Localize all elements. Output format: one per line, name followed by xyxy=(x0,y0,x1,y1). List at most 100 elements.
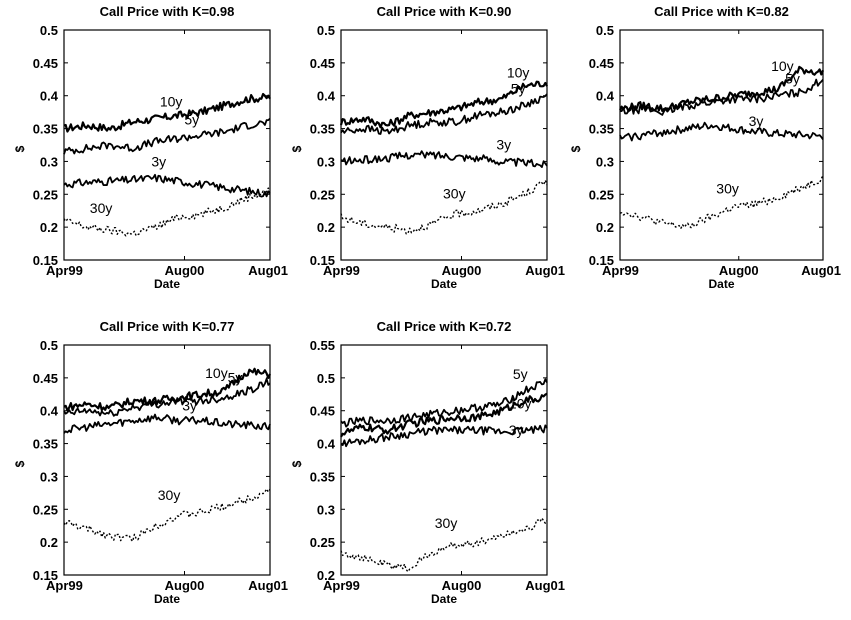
y-tick-label: 0.5 xyxy=(40,23,58,38)
y-axis-label: $ xyxy=(13,145,27,152)
y-tick-label: 0.4 xyxy=(596,89,615,104)
y-tick-label: 0.2 xyxy=(596,220,614,235)
series-label-10y: 10y xyxy=(160,93,183,109)
y-tick-label: 0.4 xyxy=(40,89,59,104)
series-line-3y xyxy=(340,424,548,448)
series-label-10y: 10y xyxy=(507,64,530,80)
series-line-10y xyxy=(63,92,271,133)
y-tick-label: 0.35 xyxy=(310,469,335,484)
y-axis-label: $ xyxy=(290,460,304,467)
chart-title: Call Price with K=0.98 xyxy=(100,4,235,19)
chart-title: Call Price with K=0.90 xyxy=(377,4,512,19)
y-tick-label: 0.15 xyxy=(33,568,58,583)
series-line-30y xyxy=(63,488,271,542)
plot-area-frame xyxy=(340,344,548,576)
series-label-30y: 30y xyxy=(158,487,181,503)
y-tick-label: 0.25 xyxy=(310,187,335,202)
series-label-30y: 30y xyxy=(90,200,113,216)
x-tick-label: Apr99 xyxy=(323,578,360,593)
y-tick-label: 0.2 xyxy=(40,220,58,235)
x-tick-label: Apr99 xyxy=(602,263,639,278)
y-tick-label: 0.25 xyxy=(33,502,58,517)
series-line-30y xyxy=(340,179,548,235)
y-tick-label: 0.5 xyxy=(596,23,614,38)
series-line-5y xyxy=(63,117,271,155)
y-axis-label: $ xyxy=(13,460,27,467)
series-line-10y xyxy=(63,367,272,412)
series-label-3y: 3y xyxy=(749,113,764,129)
series-label-5y: 5y xyxy=(184,112,199,128)
chart-title: Call Price with K=0.72 xyxy=(377,319,512,334)
y-tick-label: 0.5 xyxy=(40,338,58,353)
x-tick-label: Aug00 xyxy=(165,263,205,278)
x-tick-label: Aug01 xyxy=(248,578,288,593)
y-tick-label: 0.2 xyxy=(40,535,58,550)
series-label-3y: 3y xyxy=(496,137,511,153)
series-label-5y: 5y xyxy=(511,80,526,96)
plot-area-frame xyxy=(340,29,548,261)
series-line-30y xyxy=(340,517,548,573)
y-tick-label: 0.35 xyxy=(589,122,614,137)
y-tick-label: 0.45 xyxy=(310,404,335,419)
series-line-10y xyxy=(340,392,548,438)
y-tick-label: 0.4 xyxy=(317,89,336,104)
series-label-10y: 10y xyxy=(509,396,532,412)
y-tick-label: 0.4 xyxy=(40,404,59,419)
y-tick-label: 0.3 xyxy=(40,469,58,484)
chart-title: Call Price with K=0.82 xyxy=(654,4,789,19)
y-tick-label: 0.45 xyxy=(589,56,614,71)
x-tick-label: Aug00 xyxy=(165,578,205,593)
x-tick-label: Aug01 xyxy=(801,263,841,278)
y-tick-label: 0.2 xyxy=(317,220,335,235)
y-tick-label: 0.15 xyxy=(589,253,614,268)
x-tick-label: Aug00 xyxy=(719,263,759,278)
y-tick-label: 0.5 xyxy=(317,371,335,386)
x-tick-label: Aug00 xyxy=(442,263,482,278)
x-tick-label: Aug01 xyxy=(248,263,288,278)
series-line-5y xyxy=(63,377,271,417)
series-label-30y: 30y xyxy=(443,185,466,201)
series-label-30y: 30y xyxy=(716,181,739,197)
y-tick-label: 0.3 xyxy=(40,154,58,169)
series-line-5y xyxy=(340,93,548,135)
series-line-3y xyxy=(63,413,271,434)
series-line-3y xyxy=(619,121,824,142)
series-label-10y: 10y xyxy=(771,58,794,74)
x-tick-label: Apr99 xyxy=(46,263,83,278)
x-tick-label: Apr99 xyxy=(323,263,360,278)
chart-title: Call Price with K=0.77 xyxy=(100,319,235,334)
y-tick-label: 0.55 xyxy=(310,338,335,353)
y-tick-label: 0.35 xyxy=(33,122,58,137)
x-axis-label: Date xyxy=(431,277,457,291)
series-label-3y: 3y xyxy=(182,398,197,414)
series-label-5y: 5y xyxy=(228,369,243,385)
y-tick-label: 0.3 xyxy=(317,154,335,169)
x-axis-label: Date xyxy=(154,592,180,606)
series-label-5y: 5y xyxy=(513,366,528,382)
series-label-5y: 5y xyxy=(785,71,800,87)
x-tick-label: Aug00 xyxy=(442,578,482,593)
series-label-10y: 10y xyxy=(205,365,228,381)
y-tick-label: 0.15 xyxy=(33,253,58,268)
series-label-3y: 3y xyxy=(151,153,166,169)
series-line-3y xyxy=(340,150,548,169)
y-axis-label: $ xyxy=(290,145,304,152)
y-tick-label: 0.45 xyxy=(33,371,58,386)
x-tick-label: Apr99 xyxy=(46,578,83,593)
series-line-30y xyxy=(619,175,824,230)
x-axis-label: Date xyxy=(154,277,180,291)
y-axis-label: $ xyxy=(569,145,583,152)
y-tick-label: 0.15 xyxy=(310,253,335,268)
series-line-10y xyxy=(339,80,548,129)
y-tick-label: 0.25 xyxy=(33,187,58,202)
y-tick-label: 0.35 xyxy=(310,122,335,137)
y-tick-label: 0.2 xyxy=(317,568,335,583)
y-tick-label: 0.25 xyxy=(589,187,614,202)
y-tick-label: 0.35 xyxy=(33,437,58,452)
plot-area-frame xyxy=(63,29,271,261)
y-tick-label: 0.45 xyxy=(33,56,58,71)
y-tick-label: 0.4 xyxy=(317,437,336,452)
series-label-30y: 30y xyxy=(435,515,458,531)
